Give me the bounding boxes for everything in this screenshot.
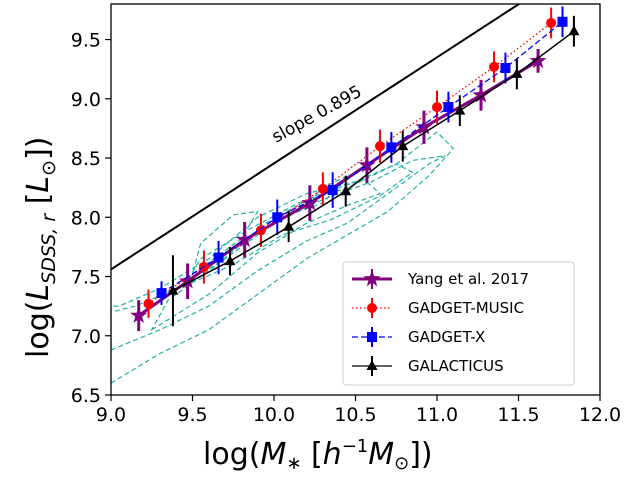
data-point [340, 185, 352, 196]
data-point [167, 284, 179, 295]
series-line [172, 30, 575, 292]
legend: Yang et al. 2017 GADGET-MUSIC GADGET-X GALA… [342, 261, 575, 386]
data-point [386, 142, 397, 153]
data-point [317, 183, 328, 194]
ticks-layer: 9.0 9.5 10.0 10.5 11.0 11.5 12.0 6.5 7.0 7.5 8.0 8.… [71, 30, 621, 426]
legend-label: GADGET-MUSIC [408, 299, 524, 317]
x-tick-label: 9.0 [96, 404, 126, 426]
legend-entry: Yang et al. 2017 [352, 269, 529, 289]
data-point [179, 272, 197, 289]
legend-marker [367, 332, 377, 342]
series-triangle [167, 15, 580, 327]
y-tick-label: 7.5 [71, 267, 101, 289]
data-point [568, 25, 580, 36]
y-tick-label: 9.0 [71, 89, 101, 111]
density-contour [150, 178, 382, 332]
x-tick-label: 10.0 [253, 404, 295, 426]
data-point [143, 298, 154, 309]
density-contour [182, 163, 414, 288]
data-point [255, 225, 266, 236]
data-point [327, 185, 338, 196]
reference-line-layer [111, 4, 521, 271]
y-tick-label: 8.0 [71, 207, 101, 229]
legend-entry: GALACTICUS [352, 356, 504, 376]
data-point [489, 61, 500, 72]
data-point [272, 212, 283, 223]
data-point [529, 51, 547, 69]
legend-marker [363, 270, 381, 287]
density-contour [298, 175, 348, 212]
data-point [283, 220, 295, 231]
series-star [130, 49, 547, 332]
y-axis-label: log(LSDSS, r [L⊙]) [21, 137, 60, 359]
legend-entry: GADGET-MUSIC [352, 298, 524, 318]
legend-label: GALACTICUS [408, 357, 504, 375]
legend-label: Yang et al. 2017 [407, 270, 529, 288]
data-point [301, 194, 319, 211]
series-line [161, 21, 563, 294]
x-axis-label: log(M∗ [h−1M⊙]) [203, 436, 433, 474]
data-point [156, 288, 167, 299]
data-point [130, 306, 148, 323]
y-tick-label: 7.0 [71, 326, 101, 348]
legend-marker [366, 360, 378, 370]
x-tick-label: 11.5 [497, 404, 539, 426]
data-point [500, 62, 511, 73]
density-contour [191, 210, 259, 276]
y-tick-label: 8.5 [71, 148, 101, 170]
legend-box [342, 261, 575, 386]
data-point [454, 104, 466, 115]
x-tick-label: 11.0 [416, 404, 458, 426]
data-point [213, 252, 224, 263]
data-point [432, 102, 442, 113]
data-point [511, 67, 523, 78]
series-circle [143, 7, 557, 318]
data-point [374, 141, 385, 152]
data-point [443, 102, 454, 113]
series-square [156, 6, 568, 305]
reference-slope-line [111, 4, 521, 271]
legend-marker [367, 303, 377, 313]
x-tick-label: 10.5 [334, 404, 376, 426]
data-point [472, 86, 490, 103]
data-point [397, 140, 409, 151]
data-point [224, 255, 236, 266]
x-tick-label: 9.5 [177, 404, 207, 426]
data-point [358, 156, 376, 173]
series-layer [130, 6, 580, 332]
y-tick-label: 9.5 [71, 30, 101, 52]
x-tick-label: 12.0 [579, 404, 621, 426]
data-point [557, 16, 568, 27]
legend-entry: GADGET-X [352, 327, 485, 347]
data-point [415, 118, 433, 135]
series-line [148, 22, 552, 305]
legend-label: GADGET-X [408, 328, 485, 346]
y-tick-label: 6.5 [71, 385, 101, 407]
series-line [137, 59, 539, 317]
data-point [546, 17, 557, 28]
